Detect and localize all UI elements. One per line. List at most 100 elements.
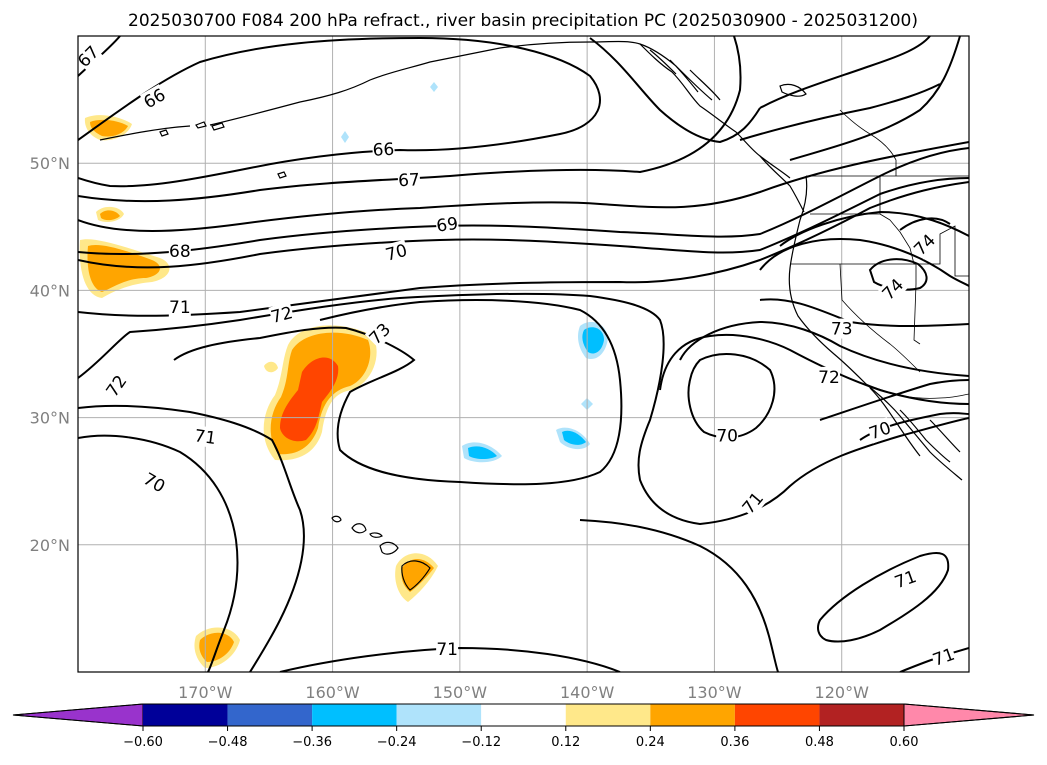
contour-label-bg bbox=[78, 41, 104, 72]
precip-area-neg-28n-east-core bbox=[562, 430, 586, 445]
colorbar-cell bbox=[312, 704, 397, 726]
contour-70-southwest bbox=[78, 434, 239, 672]
contour-66-alaska bbox=[589, 37, 761, 144]
contour-72-east-b bbox=[819, 379, 969, 421]
contour-label-bg bbox=[268, 302, 295, 328]
grid-lines bbox=[78, 36, 969, 672]
island-hawaii-big bbox=[401, 560, 431, 591]
contour-label: 69 bbox=[434, 212, 460, 237]
island-aleutian-a bbox=[159, 129, 169, 137]
lat-tick-label: 20°N bbox=[30, 536, 70, 555]
contour-label-bg bbox=[101, 371, 131, 401]
contour-66-north bbox=[78, 36, 601, 188]
contour-label-text: 69 bbox=[435, 214, 459, 237]
precip-area-hawaii-north-max bbox=[280, 357, 339, 442]
contour-label-text: 71 bbox=[436, 640, 458, 660]
contour-label-bg bbox=[929, 643, 958, 670]
contour-label: 71 bbox=[193, 425, 218, 449]
colorbar-extend-high bbox=[903, 703, 1035, 727]
island-maui bbox=[379, 541, 399, 555]
contour-73-northeast bbox=[779, 210, 969, 247]
map-frame bbox=[77, 35, 970, 673]
contour-label: 73 bbox=[830, 318, 853, 340]
contour-71-southeast bbox=[579, 519, 779, 672]
contour-72-far-east bbox=[789, 36, 961, 161]
precip-area-big-island-core bbox=[401, 559, 434, 592]
contour-label-bg bbox=[364, 318, 395, 349]
contour-71-far-southeast-b bbox=[899, 647, 969, 672]
contour-67-east bbox=[739, 83, 941, 141]
contour-label-text: 71 bbox=[169, 298, 191, 318]
contour-label-bg bbox=[139, 84, 169, 113]
contour-66-east bbox=[759, 36, 931, 109]
precip-area-neg-28n-core bbox=[468, 446, 497, 459]
island-alaska-coast-a bbox=[211, 122, 225, 131]
chart-title: 2025030700 F084 200 hPa refract., river … bbox=[128, 11, 918, 31]
contour-label: 72 bbox=[817, 366, 840, 388]
colorbar-cell bbox=[650, 704, 735, 726]
contour-label: 68 bbox=[168, 240, 191, 262]
precip-area-dateline-42n-core bbox=[87, 244, 160, 292]
contour-label-bg bbox=[830, 318, 853, 339]
coastlines bbox=[99, 40, 963, 591]
precip-area-neg-dot-52n bbox=[341, 131, 349, 143]
contour-72-east bbox=[679, 320, 969, 377]
contour-71 bbox=[78, 181, 969, 317]
colorbar-tick-label: 0.12 bbox=[551, 735, 580, 750]
lat-tick-label: 30°N bbox=[30, 409, 70, 428]
lon-tick-label: 120°W bbox=[815, 683, 870, 702]
axis-ticks: 170°W 160°W 150°W 140°W 130°W 120°W 20°N 30°N 40… bbox=[30, 154, 869, 702]
lon-tick-label: 150°W bbox=[433, 683, 488, 702]
border-us-states-d bbox=[790, 263, 921, 345]
contour-70 bbox=[78, 177, 969, 269]
contour-label-bg bbox=[193, 425, 218, 449]
contour-label: 71 bbox=[168, 296, 191, 318]
lat-tick-label: 40°N bbox=[30, 281, 70, 300]
contour-label-bg bbox=[909, 229, 940, 260]
contour-label-bg bbox=[866, 417, 894, 444]
contour-label-text: 67 bbox=[398, 170, 421, 191]
contour-71-southwest bbox=[78, 404, 305, 672]
colorbar: −0.60 −0.48 −0.36 −0.24 −0.12 0.12 0.24 0.36 0.4… bbox=[12, 703, 1035, 750]
contour-71-south bbox=[279, 646, 621, 672]
colorbar-tick-label: 0.60 bbox=[890, 735, 919, 750]
contour-label-text: 72 bbox=[818, 368, 840, 388]
island-molokai bbox=[369, 532, 383, 538]
contour-label-text: 66 bbox=[372, 140, 395, 161]
contour-label-bg bbox=[168, 240, 191, 261]
coastline-british-columbia bbox=[759, 155, 805, 213]
island-northern-bird bbox=[277, 171, 287, 179]
contour-label-bg bbox=[716, 425, 739, 446]
colorbar-tick-label: −0.60 bbox=[123, 735, 163, 750]
precip-area-neg-dot-56n bbox=[430, 82, 438, 92]
lon-tick-label: 140°W bbox=[560, 683, 615, 702]
contour-label-text: 71 bbox=[193, 426, 217, 449]
colorbar-cell bbox=[396, 704, 482, 726]
border-us-states-e bbox=[839, 263, 921, 373]
island-kauai bbox=[331, 515, 342, 523]
contour-label: 67 bbox=[397, 169, 421, 191]
contour-label-text: 73 bbox=[831, 320, 853, 340]
colorbar-cell bbox=[819, 704, 904, 726]
contour-71-east-loop bbox=[659, 333, 969, 405]
lat-tick-label: 50°N bbox=[30, 154, 70, 173]
contour-label-text: 68 bbox=[169, 242, 191, 262]
colorbar-cell bbox=[481, 704, 566, 726]
colorbar-tick-label: −0.36 bbox=[292, 735, 332, 750]
contour-label-bg bbox=[139, 468, 169, 497]
colorbar-tick-label: 0.36 bbox=[720, 735, 749, 750]
lon-tick-label: 160°W bbox=[305, 683, 360, 702]
contour-label-bg bbox=[817, 366, 840, 387]
lon-tick-label: 130°W bbox=[687, 683, 742, 702]
contour-67 bbox=[78, 36, 742, 203]
coastline-mexico bbox=[929, 419, 961, 453]
coastline-alaska bbox=[99, 40, 791, 179]
colorbar-tick-label: −0.48 bbox=[208, 735, 248, 750]
contour-72 bbox=[78, 292, 969, 526]
colorbar-tick-label: 0.48 bbox=[805, 735, 834, 750]
contour-label-bg bbox=[737, 487, 768, 518]
lon-tick-label: 170°W bbox=[178, 683, 233, 702]
island-oahu bbox=[351, 523, 367, 534]
contour-label-bg bbox=[891, 565, 920, 593]
